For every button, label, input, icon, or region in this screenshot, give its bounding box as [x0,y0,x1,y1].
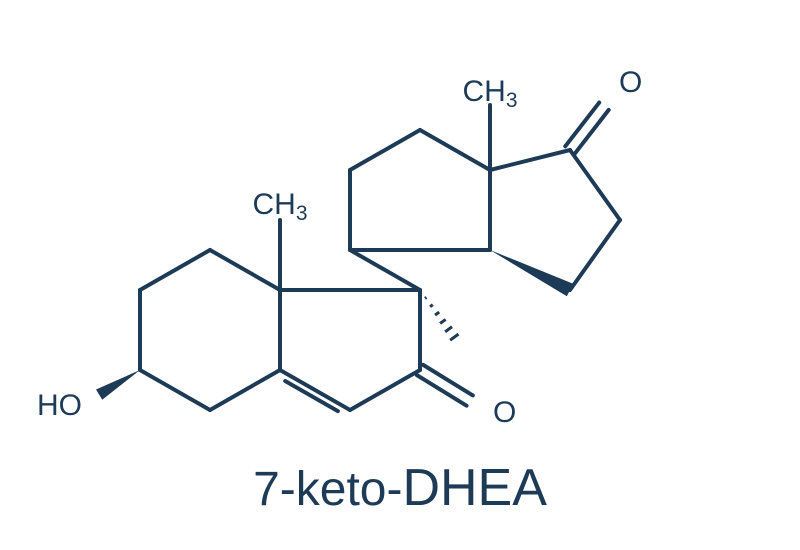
svg-text:O: O [619,66,642,99]
svg-text:O: O [493,396,516,429]
svg-text:HO: HO [37,389,82,422]
svg-text:7-keto-DHEA: 7-keto-DHEA [253,459,547,517]
svg-text:CH3: CH3 [462,75,517,112]
svg-text:CH3: CH3 [252,188,307,225]
molecule-diagram: HO O O CH3 CH3 7-keto-DHEA [0,0,800,550]
